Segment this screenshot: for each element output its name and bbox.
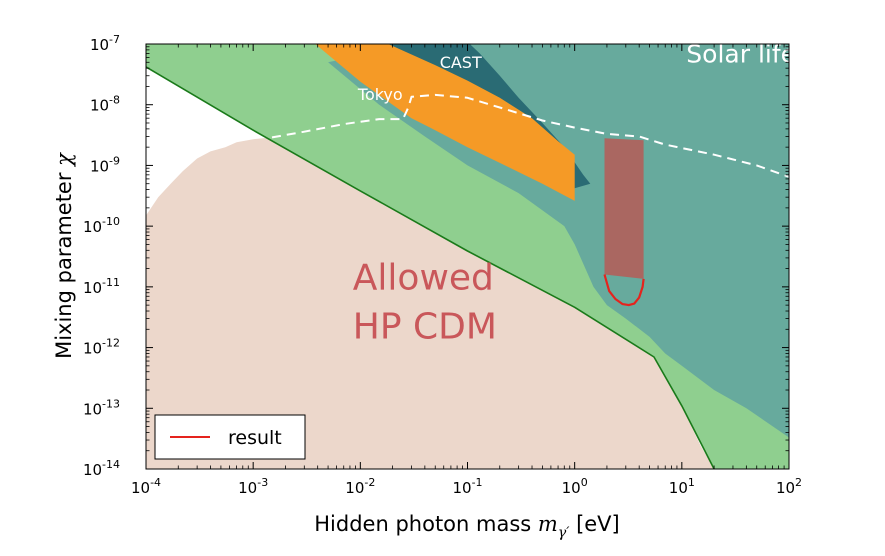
annotation-tokyo-label: Tokyo xyxy=(357,85,403,104)
region-tokyo xyxy=(315,44,575,201)
plot-lines xyxy=(146,66,789,469)
x-axis-title: Hidden photon mass mγ′ [eV] xyxy=(314,512,619,541)
axis-tick-labels: 10-4 10-3 10-2 10-1 100 101 102 10-7 10-8 10-9 10-… xyxy=(83,33,802,497)
x-tick-label: 10-1 xyxy=(452,476,482,497)
axis-ticks xyxy=(145,43,790,470)
x-tick-label: 101 xyxy=(669,476,695,497)
annotation-cast-label: CAST xyxy=(440,53,482,72)
y-axis-title: Mixing parameter χ xyxy=(52,152,76,359)
legend: result xyxy=(154,414,306,460)
y-tick-label: 10-13 xyxy=(83,397,120,418)
region-solar-lifetime xyxy=(328,44,789,438)
y-tick-label: 10-11 xyxy=(83,276,120,297)
y-tick-label: 10-9 xyxy=(90,154,120,175)
annotation-allowed-label-line2: HP CDM xyxy=(353,307,497,348)
legend-box xyxy=(154,414,306,460)
x-tick-label: 10-3 xyxy=(238,476,268,497)
y-tick-label: 10-10 xyxy=(83,215,120,236)
x-tick-label: 10-4 xyxy=(131,476,161,497)
y-tick-label: 10-7 xyxy=(90,33,120,54)
region-result-band xyxy=(604,138,644,279)
line-result xyxy=(603,274,645,307)
x-tick-label: 10-2 xyxy=(345,476,375,497)
x-tick-label: 100 xyxy=(562,476,588,497)
annotation-allowed-label-line1: Allowed xyxy=(353,258,494,299)
plot-regions xyxy=(146,44,789,469)
y-tick-label: 10-14 xyxy=(83,458,120,479)
region-allowed xyxy=(146,137,715,469)
y-tick-label: 10-8 xyxy=(90,94,120,115)
y-tick-label: 10-12 xyxy=(83,337,120,358)
line-white-dashed xyxy=(271,93,789,178)
x-tick-label: 102 xyxy=(776,476,802,497)
line-green-boundary xyxy=(146,66,715,469)
legend-label-result: result xyxy=(228,427,282,449)
